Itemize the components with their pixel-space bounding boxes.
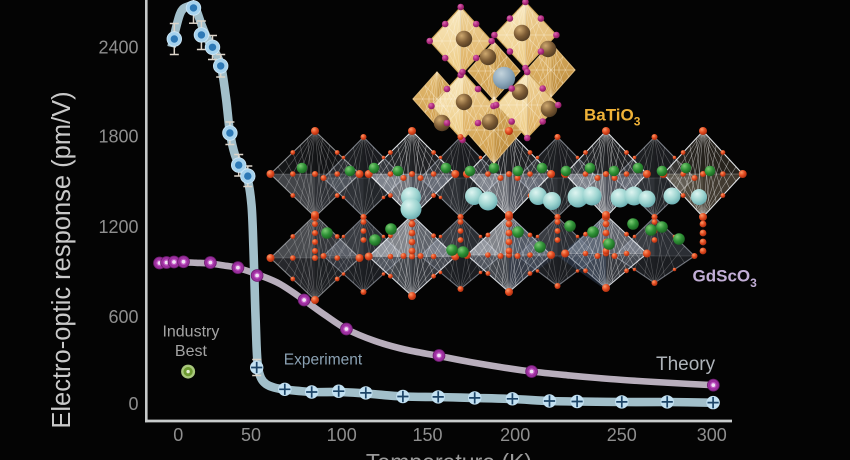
svg-text:1800: 1800 bbox=[98, 127, 138, 147]
svg-text:250: 250 bbox=[607, 425, 637, 445]
svg-text:50: 50 bbox=[241, 425, 261, 445]
svg-text:Theory: Theory bbox=[656, 354, 716, 375]
svg-text:Experiment: Experiment bbox=[284, 352, 363, 369]
svg-text:0: 0 bbox=[173, 425, 183, 445]
svg-text:2400: 2400 bbox=[98, 37, 138, 57]
svg-text:150: 150 bbox=[412, 425, 442, 445]
svg-text:Best: Best bbox=[175, 343, 208, 360]
svg-text:GdScO3: GdScO3 bbox=[693, 267, 758, 291]
svg-text:BaTiO3: BaTiO3 bbox=[584, 106, 641, 129]
svg-text:100: 100 bbox=[327, 425, 357, 445]
svg-text:Temperature (K): Temperature (K) bbox=[366, 449, 532, 460]
svg-text:1200: 1200 bbox=[98, 217, 138, 237]
svg-text:Industry: Industry bbox=[162, 324, 219, 341]
svg-text:600: 600 bbox=[108, 307, 138, 327]
svg-text:Electro-optic response (pm/V): Electro-optic response (pm/V) bbox=[48, 91, 76, 428]
svg-text:300: 300 bbox=[697, 425, 727, 445]
svg-text:200: 200 bbox=[500, 425, 530, 445]
svg-text:0: 0 bbox=[128, 394, 138, 414]
